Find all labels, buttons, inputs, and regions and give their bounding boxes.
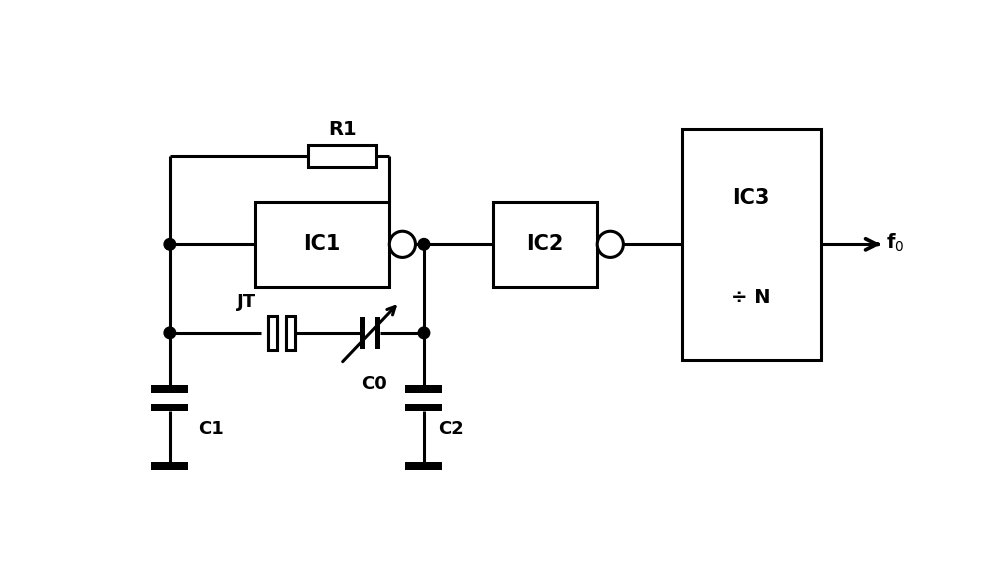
Bar: [405, 462, 442, 470]
Circle shape: [597, 231, 623, 257]
Text: IC1: IC1: [303, 234, 341, 254]
Text: IC3: IC3: [733, 188, 770, 208]
Bar: [308, 145, 376, 167]
Text: C0: C0: [361, 375, 387, 393]
Bar: [405, 385, 442, 393]
Bar: [375, 317, 380, 349]
Text: JT: JT: [237, 293, 256, 311]
Text: R1: R1: [328, 120, 357, 139]
Bar: [268, 316, 277, 350]
Circle shape: [164, 327, 176, 339]
Bar: [405, 404, 442, 411]
Bar: [682, 129, 821, 360]
Text: f$_0$: f$_0$: [886, 231, 904, 254]
Bar: [255, 202, 389, 286]
Circle shape: [164, 238, 176, 250]
Bar: [151, 404, 188, 411]
Text: C2: C2: [438, 420, 464, 438]
Bar: [151, 462, 188, 470]
Text: ÷ N: ÷ N: [731, 288, 771, 307]
Bar: [493, 202, 597, 286]
Bar: [286, 316, 295, 350]
Circle shape: [418, 238, 430, 250]
Bar: [151, 385, 188, 393]
Bar: [360, 317, 365, 349]
Text: C1: C1: [198, 420, 224, 438]
Circle shape: [389, 231, 415, 257]
Circle shape: [418, 327, 430, 339]
Text: IC2: IC2: [527, 234, 564, 254]
